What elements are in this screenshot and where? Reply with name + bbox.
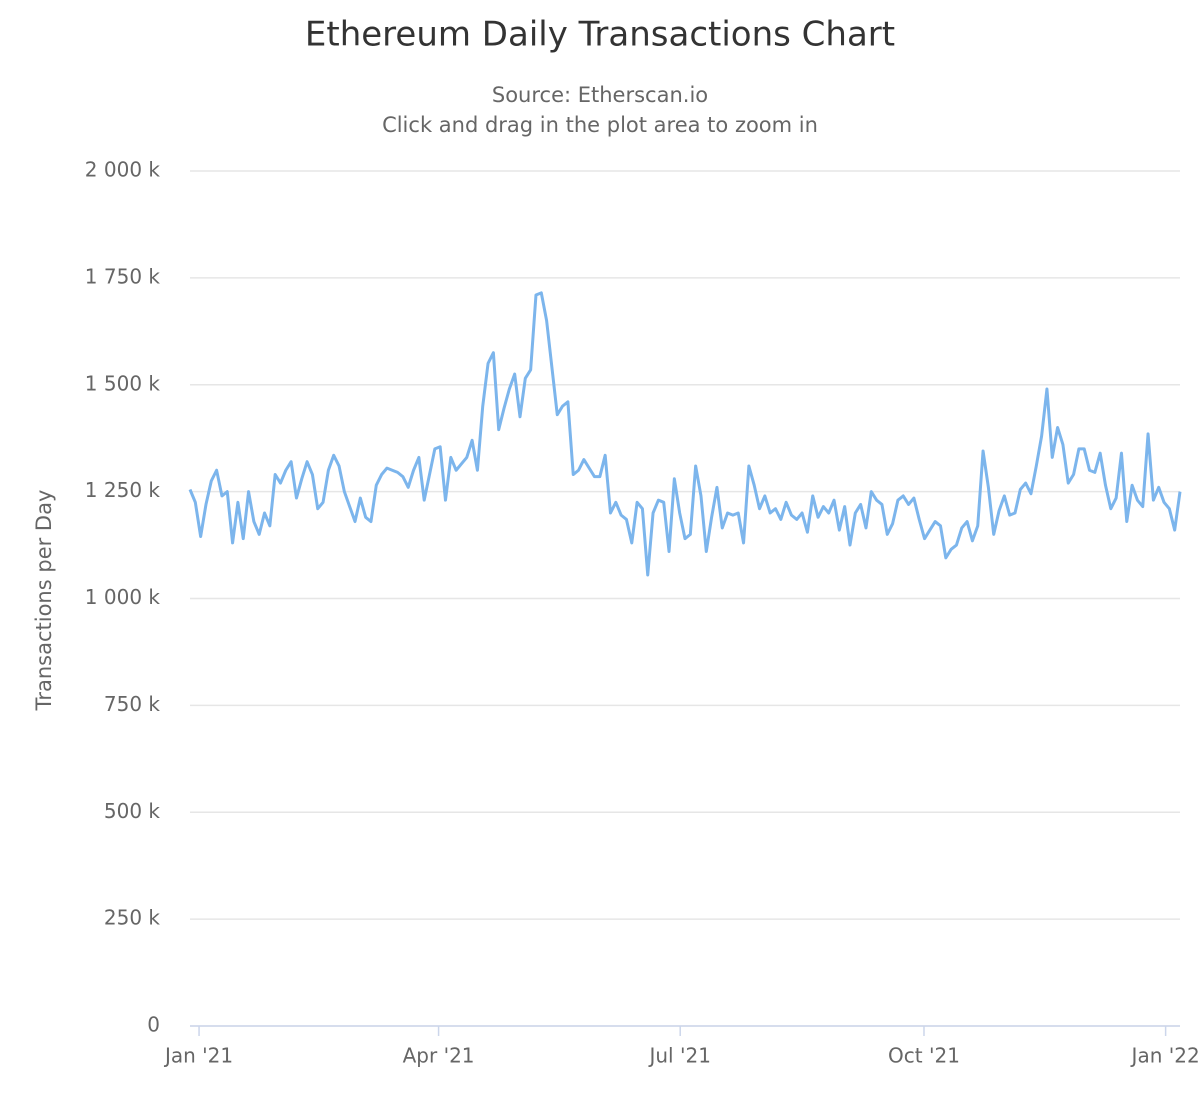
y-tick-label: 2 000 k: [85, 158, 161, 182]
y-tick-label: 750 k: [104, 692, 161, 716]
chart-title: Ethereum Daily Transactions Chart: [305, 15, 895, 55]
chart-subtitle: Source: Etherscan.io: [492, 83, 708, 107]
y-tick-label: 250 k: [104, 906, 161, 930]
x-tick-label: Jul '21: [647, 1044, 710, 1068]
data-line: [188, 291, 1182, 577]
chart-subtitle: Click and drag in the plot area to zoom …: [382, 113, 818, 137]
y-tick-label: 0: [147, 1013, 160, 1037]
x-tick-label: Oct '21: [888, 1044, 960, 1068]
y-axis-label: Transactions per Day: [32, 490, 56, 712]
y-tick-label: 500 k: [104, 799, 161, 823]
x-tick-label: Jan '22: [1130, 1044, 1200, 1068]
y-tick-label: 1 250 k: [85, 478, 161, 502]
x-tick-label: Jan '21: [163, 1044, 233, 1068]
y-tick-label: 1 500 k: [85, 371, 161, 395]
y-tick-label: 1 750 k: [85, 264, 161, 288]
y-tick-label: 1 000 k: [85, 585, 161, 609]
x-tick-label: Apr '21: [403, 1044, 475, 1068]
